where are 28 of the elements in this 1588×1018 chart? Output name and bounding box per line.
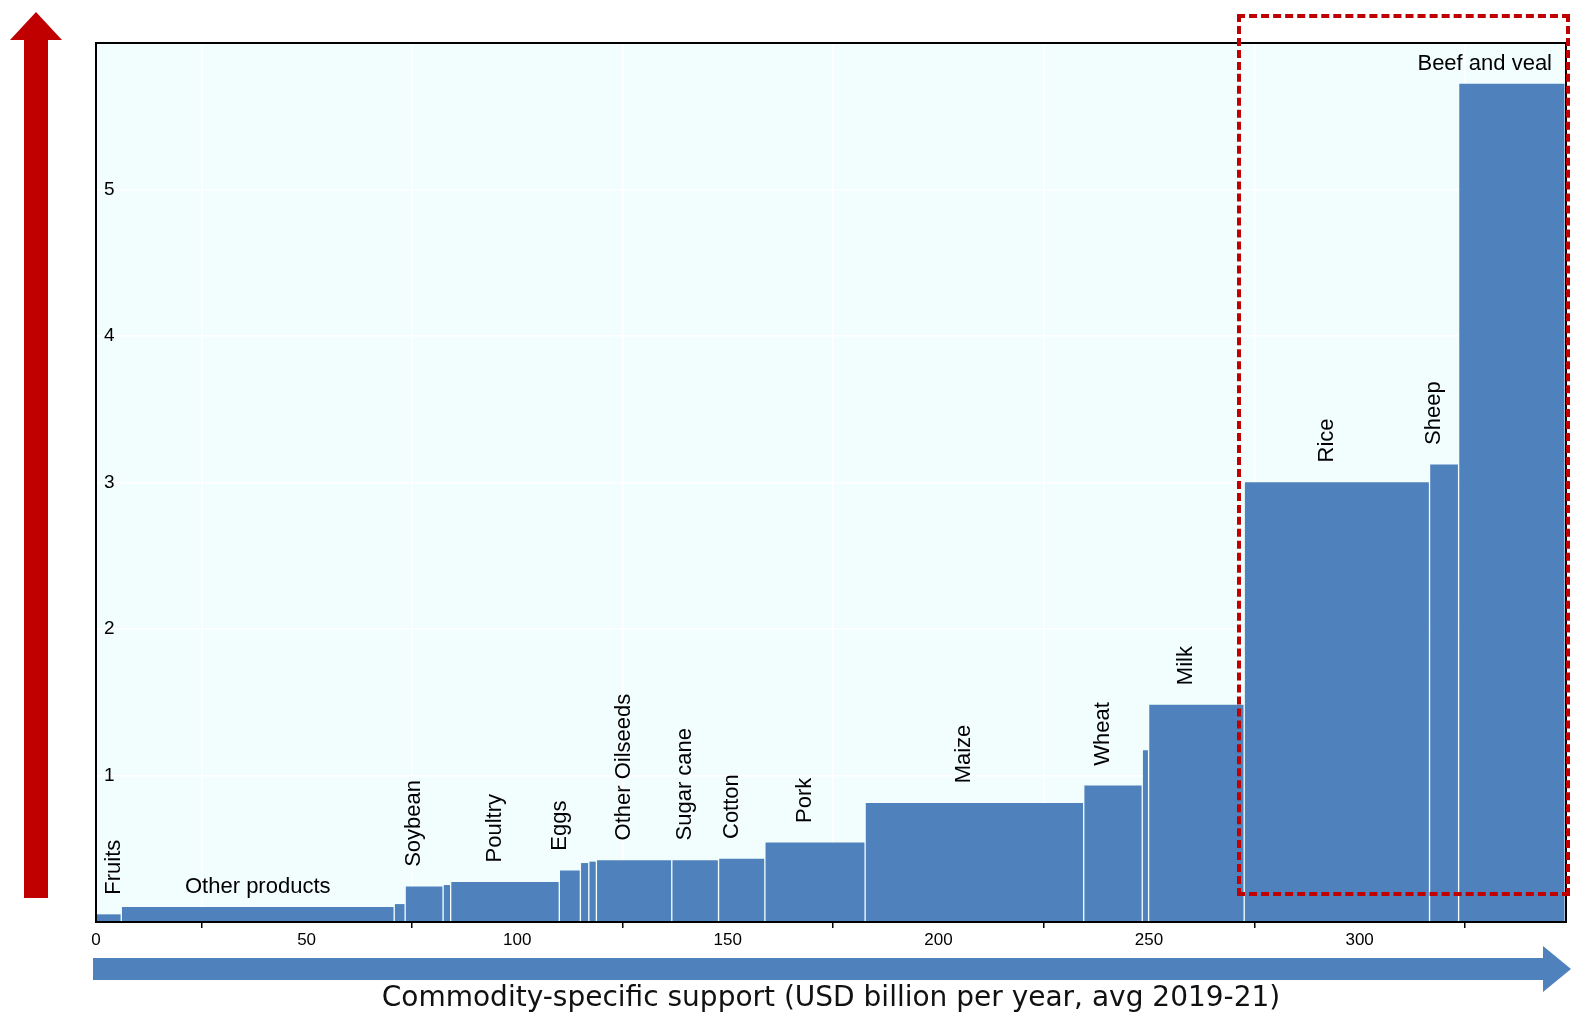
annotation: Rice [1312,418,1338,463]
annotation: Soybean [400,779,426,867]
annotation: Eggs [545,800,571,851]
annotation: Milk [1172,645,1198,686]
x-tick-label: 200 [924,929,953,949]
annotation: Sugar cane [671,727,697,841]
annotation: Other products [184,873,331,899]
x-axis-title: Commodity-specific support (USD billion per year, avg 2019-21) [381,980,1281,1014]
x-tick-label: 0 [91,929,101,949]
annotation: Maize [950,724,976,784]
annotation: Wheat [1089,702,1115,766]
annotation: Other Oilseeds [610,693,636,841]
annotation: Sheep [1420,381,1446,445]
x-tick-label: 300 [1345,929,1374,949]
annotation: Fruits [100,839,126,895]
y-tick-label: 2 [104,617,115,639]
y-tick-label: 4 [104,324,115,346]
x-tick-label: 100 [503,929,532,949]
annotation: Cotton [717,774,743,840]
annotation: Beef and veal [1417,50,1552,76]
x-tick-label: 250 [1134,929,1164,949]
y-tick-label: 3 [104,470,115,492]
annotation: Poultry [481,793,507,863]
x-tick-label: 150 [713,929,742,949]
y-tick-label: 5 [104,177,115,199]
x-tick-label: 50 [297,929,317,949]
annotation: Pork [791,776,817,823]
y-tick-label: 1 [104,763,115,785]
